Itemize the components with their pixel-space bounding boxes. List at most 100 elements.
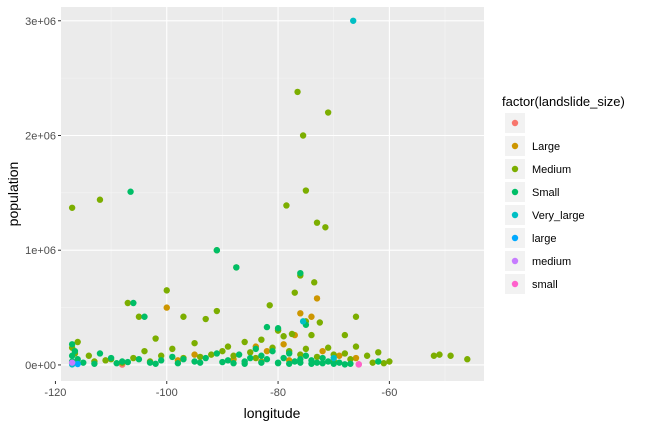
scatter-point (341, 361, 349, 368)
scatter-point (302, 345, 310, 353)
scatter-point (247, 354, 254, 362)
scatter-point (302, 187, 310, 194)
scatter-point (152, 335, 159, 342)
scatter-point (324, 344, 332, 351)
scatter-point (308, 313, 315, 320)
scatter-point (163, 304, 170, 311)
scatter-point (213, 307, 221, 315)
scatter-point (274, 325, 282, 332)
scatter-point (352, 313, 360, 320)
scatter-point (319, 354, 326, 362)
y-tick-label: 1e+06 (25, 245, 56, 257)
scatter-point (191, 358, 198, 365)
scatter-point (119, 358, 126, 365)
scatter-point (269, 347, 276, 355)
scatter-point (241, 338, 248, 346)
scatter-point (208, 351, 215, 358)
scatter-point (258, 336, 265, 343)
scatter-point (266, 302, 273, 309)
scatter-point (124, 299, 131, 307)
scatter-point (174, 360, 182, 367)
scatter-point (252, 354, 260, 362)
scatter-point (252, 345, 260, 353)
scatter-point (191, 351, 198, 358)
scatter-point (430, 352, 438, 359)
scatter-point (202, 354, 209, 362)
x-tick-label: -120 (44, 387, 66, 399)
scatter-point (224, 343, 232, 350)
scatter-point (124, 358, 131, 366)
scatter-point (375, 349, 382, 356)
scatter-point (308, 331, 315, 339)
scatter-point (71, 347, 79, 355)
scatter-point (258, 359, 265, 366)
scatter-point (291, 358, 298, 365)
scatter-point (352, 343, 360, 350)
x-tick-label: -100 (156, 387, 178, 399)
scatter-point (247, 349, 254, 356)
scatter-point (68, 341, 76, 348)
scatter-point (157, 357, 165, 364)
scatter-point (213, 350, 221, 357)
scatter-point (233, 264, 240, 271)
legend-label: large (532, 233, 556, 245)
scatter-point (297, 269, 304, 277)
x-tick-label: -80 (270, 387, 286, 399)
scatter-point (169, 353, 176, 361)
data-points (68, 17, 471, 368)
legend-label: small (532, 279, 558, 291)
scatter-point (436, 351, 443, 358)
scatter-point (308, 360, 315, 367)
legend-swatch (511, 211, 519, 219)
scatter-point (80, 359, 87, 366)
scatter-point (464, 356, 471, 363)
scatter-point (141, 313, 148, 320)
scatter-point (85, 352, 93, 359)
scatter-point (146, 359, 154, 366)
scatter-point (230, 360, 237, 367)
x-axis-ticks: -120 -100 -80 -60 (44, 381, 397, 399)
scatter-point (191, 339, 198, 347)
legend-swatch (511, 257, 519, 265)
scatter-point (127, 188, 134, 195)
scatter-point (74, 360, 81, 368)
scatter-point (180, 313, 187, 320)
scatter-point (107, 354, 115, 362)
scatter-point (68, 352, 76, 359)
scatter-point (219, 358, 226, 366)
legend-swatch (511, 119, 519, 127)
legend-label: Medium (532, 164, 571, 176)
scatter-point (241, 360, 248, 367)
scatter-point (224, 357, 232, 364)
scatter-point (313, 219, 321, 226)
legend-title: factor(landslide_size) (502, 94, 625, 109)
scatter-point (313, 353, 321, 361)
panel-background (61, 7, 484, 381)
scatter-point (135, 356, 143, 363)
scatter-point (285, 360, 293, 367)
scatter-point (297, 351, 304, 358)
scatter-point (316, 319, 324, 326)
scatter-point (263, 323, 271, 331)
scatter-point (386, 358, 393, 365)
major-gridlines (61, 7, 484, 381)
scatter-point (302, 352, 310, 359)
legend-label: Large (532, 141, 560, 153)
scatter-point (130, 354, 137, 362)
scatter-point (311, 279, 318, 286)
scatter-point (113, 360, 120, 367)
scatter-point (380, 360, 388, 367)
scatter-point (196, 359, 204, 366)
y-axis-title: population (5, 162, 21, 227)
scatter-point (169, 345, 176, 353)
scatter-point (235, 351, 243, 358)
scatter-point (274, 360, 282, 367)
scatter-point (130, 299, 137, 307)
scatter-point (280, 341, 287, 348)
legend-swatch (511, 142, 519, 150)
scatter-point (369, 359, 376, 366)
scatter-point (157, 352, 165, 359)
scatter-point (336, 352, 343, 359)
scatter-point (324, 109, 332, 116)
